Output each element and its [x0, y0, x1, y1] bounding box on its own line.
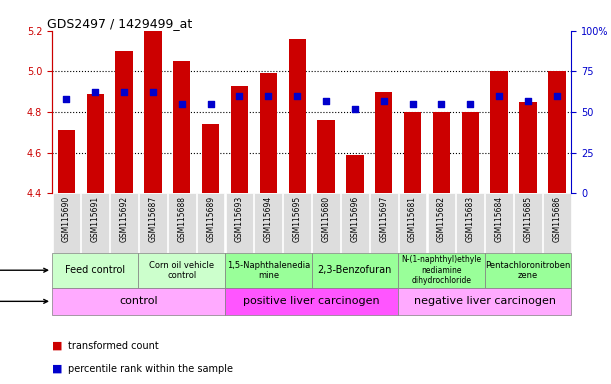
FancyBboxPatch shape	[284, 193, 311, 253]
Point	[177, 101, 187, 107]
Point	[494, 93, 504, 99]
Text: N-(1-naphthyl)ethyle
nediamine
dihydrochloride: N-(1-naphthyl)ethyle nediamine dihydroch…	[401, 255, 481, 285]
Point	[148, 89, 158, 96]
Point	[408, 101, 417, 107]
Bar	[115, 51, 133, 193]
FancyBboxPatch shape	[398, 253, 485, 288]
Bar	[375, 92, 392, 193]
Bar	[462, 112, 479, 193]
Text: GSM115687: GSM115687	[148, 196, 158, 242]
Text: Pentachloronitroben
zene: Pentachloronitroben zene	[485, 260, 571, 280]
Point	[437, 101, 447, 107]
Text: GSM115684: GSM115684	[495, 196, 503, 242]
FancyBboxPatch shape	[370, 193, 398, 253]
Bar	[433, 112, 450, 193]
Text: GSM115689: GSM115689	[206, 196, 215, 242]
FancyBboxPatch shape	[168, 193, 196, 253]
FancyBboxPatch shape	[110, 193, 138, 253]
FancyBboxPatch shape	[52, 253, 139, 288]
Text: 2,3-Benzofuran: 2,3-Benzofuran	[318, 265, 392, 275]
Text: GSM115691: GSM115691	[90, 196, 100, 242]
FancyBboxPatch shape	[514, 193, 542, 253]
Text: 1,5-Naphthalenedia
mine: 1,5-Naphthalenedia mine	[227, 260, 310, 280]
FancyBboxPatch shape	[341, 193, 369, 253]
Text: GSM115685: GSM115685	[524, 196, 533, 242]
FancyBboxPatch shape	[52, 288, 225, 315]
Text: positive liver carcinogen: positive liver carcinogen	[243, 296, 380, 306]
FancyBboxPatch shape	[139, 253, 225, 288]
Bar	[202, 124, 219, 193]
Text: GSM115693: GSM115693	[235, 196, 244, 242]
Text: GSM115697: GSM115697	[379, 196, 388, 242]
Text: other: other	[0, 296, 48, 306]
Point	[350, 106, 360, 112]
Text: GSM115681: GSM115681	[408, 196, 417, 242]
Point	[206, 101, 216, 107]
Bar	[491, 71, 508, 193]
Text: control: control	[119, 296, 158, 306]
Text: GSM115686: GSM115686	[552, 196, 562, 242]
Text: percentile rank within the sample: percentile rank within the sample	[68, 364, 233, 374]
FancyBboxPatch shape	[225, 253, 312, 288]
FancyBboxPatch shape	[255, 193, 282, 253]
FancyBboxPatch shape	[398, 288, 571, 315]
Bar	[173, 61, 191, 193]
Point	[62, 96, 71, 102]
Text: GSM115695: GSM115695	[293, 196, 302, 242]
Point	[321, 98, 331, 104]
Point	[292, 93, 302, 99]
FancyBboxPatch shape	[312, 253, 398, 288]
FancyBboxPatch shape	[53, 193, 80, 253]
FancyBboxPatch shape	[312, 193, 340, 253]
FancyBboxPatch shape	[543, 193, 571, 253]
Bar	[519, 102, 536, 193]
Bar	[346, 154, 364, 193]
FancyBboxPatch shape	[485, 253, 571, 288]
FancyBboxPatch shape	[485, 193, 513, 253]
Text: Feed control: Feed control	[65, 265, 125, 275]
Text: negative liver carcinogen: negative liver carcinogen	[414, 296, 556, 306]
Point	[119, 89, 129, 96]
Text: GSM115688: GSM115688	[177, 196, 186, 242]
Bar	[404, 112, 421, 193]
FancyBboxPatch shape	[81, 193, 109, 253]
Text: GSM115692: GSM115692	[120, 196, 128, 242]
Text: GDS2497 / 1429499_at: GDS2497 / 1429499_at	[47, 17, 192, 30]
Point	[263, 93, 273, 99]
Bar	[231, 86, 248, 193]
Point	[235, 93, 244, 99]
Text: GSM115696: GSM115696	[350, 196, 359, 242]
Bar	[317, 120, 335, 193]
Bar	[144, 31, 161, 193]
Text: ■: ■	[52, 364, 62, 374]
FancyBboxPatch shape	[399, 193, 426, 253]
Text: agent: agent	[0, 265, 48, 275]
Bar	[548, 71, 566, 193]
Point	[523, 98, 533, 104]
Text: GSM115690: GSM115690	[62, 196, 71, 242]
Bar	[288, 39, 306, 193]
Point	[552, 93, 562, 99]
FancyBboxPatch shape	[139, 193, 167, 253]
Text: ■: ■	[52, 341, 62, 351]
FancyBboxPatch shape	[428, 193, 455, 253]
Text: GSM115682: GSM115682	[437, 196, 446, 242]
FancyBboxPatch shape	[225, 193, 254, 253]
Text: GSM115694: GSM115694	[264, 196, 273, 242]
Text: GSM115683: GSM115683	[466, 196, 475, 242]
Point	[90, 89, 100, 96]
Text: GSM115680: GSM115680	[321, 196, 331, 242]
Text: transformed count: transformed count	[68, 341, 159, 351]
Bar	[57, 130, 75, 193]
Point	[379, 98, 389, 104]
FancyBboxPatch shape	[225, 288, 398, 315]
Point	[466, 101, 475, 107]
Bar	[260, 73, 277, 193]
FancyBboxPatch shape	[456, 193, 484, 253]
FancyBboxPatch shape	[197, 193, 224, 253]
Bar	[87, 94, 104, 193]
Text: Corn oil vehicle
control: Corn oil vehicle control	[149, 260, 214, 280]
